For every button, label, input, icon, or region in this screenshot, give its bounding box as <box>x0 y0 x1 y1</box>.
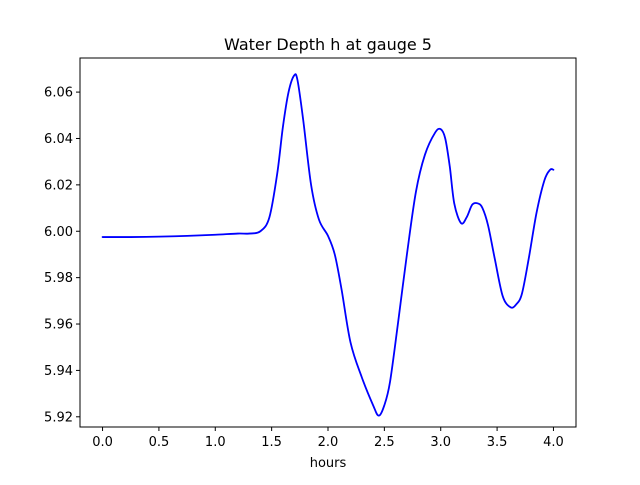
x-tick-label: 2.0 <box>318 435 339 450</box>
x-tick-label: 4.0 <box>543 435 564 450</box>
x-tick-label: 3.0 <box>430 435 451 450</box>
x-axis-label: hours <box>310 456 347 471</box>
x-tick-label: 0.5 <box>149 435 170 450</box>
y-axis: 5.92 5.94 5.96 5.98 6.00 6.02 6.04 6.06 <box>44 86 80 425</box>
x-tick-label: 3.5 <box>487 435 508 450</box>
y-tick-label: 5.98 <box>44 271 73 286</box>
plot-area <box>101 73 555 417</box>
y-tick-label: 6.02 <box>44 178 73 193</box>
series-line-0 <box>101 73 555 417</box>
x-tick-label: 0.0 <box>92 435 113 450</box>
x-axis: 0.0 0.5 1.0 1.5 2.0 2.5 3.0 3.5 4.0 <box>92 427 564 450</box>
y-tick-label: 6.06 <box>44 86 73 101</box>
y-tick-label: 6.04 <box>44 132 73 147</box>
chart-title: Water Depth h at gauge 5 <box>224 35 432 54</box>
x-tick-label: 2.5 <box>374 435 395 450</box>
x-tick-label: 1.0 <box>205 435 226 450</box>
y-tick-label: 5.92 <box>44 410 73 425</box>
y-tick-label: 5.94 <box>44 364 73 379</box>
y-tick-label: 5.96 <box>44 318 73 333</box>
x-tick-label: 1.5 <box>261 435 282 450</box>
y-tick-label: 6.00 <box>44 225 73 240</box>
